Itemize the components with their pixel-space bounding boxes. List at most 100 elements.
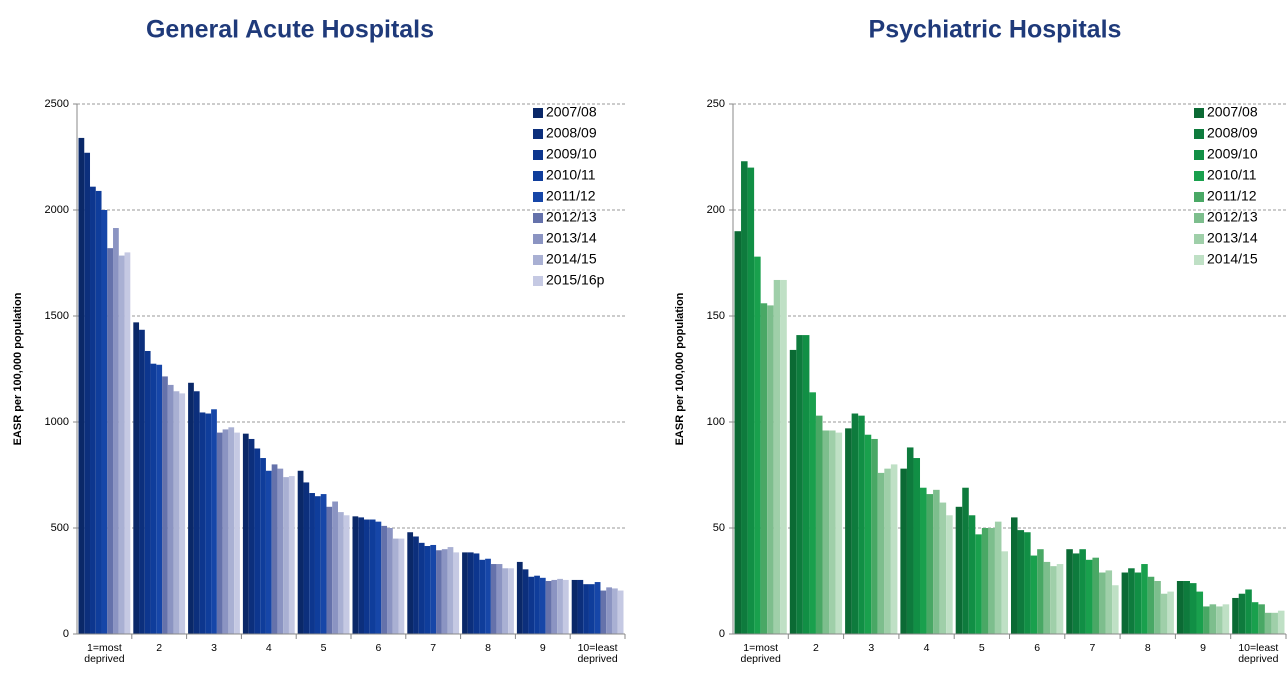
- bar: [156, 364, 163, 634]
- bar: [1105, 570, 1113, 634]
- bar: [588, 584, 595, 634]
- x-tick-label: 10=least deprived: [1238, 642, 1278, 665]
- y-tick-label: 1000: [45, 416, 69, 428]
- bar: [767, 305, 774, 634]
- legend-swatch: [1194, 255, 1204, 265]
- legend-swatch: [533, 255, 543, 265]
- bar: [447, 547, 454, 634]
- bar: [871, 438, 878, 634]
- bar: [144, 350, 151, 634]
- bar: [900, 468, 907, 634]
- bar: [1258, 604, 1265, 634]
- bar: [107, 248, 114, 634]
- bar: [1072, 553, 1080, 634]
- bar: [1001, 551, 1008, 634]
- bar: [216, 432, 223, 634]
- bar: [133, 322, 140, 634]
- chart-title: General Acute Hospitals: [146, 16, 434, 44]
- bar: [1085, 559, 1093, 634]
- bar: [124, 252, 131, 634]
- x-tick-label: 2: [156, 642, 162, 654]
- bar: [741, 161, 748, 635]
- bar: [490, 564, 497, 634]
- y-tick-label: 2500: [45, 98, 69, 110]
- bar: [1222, 604, 1230, 634]
- bar: [796, 335, 803, 634]
- bar: [352, 516, 359, 634]
- bar: [1251, 602, 1259, 634]
- bar: [248, 438, 255, 634]
- bar: [508, 568, 514, 634]
- bar: [234, 432, 240, 634]
- x-tick-label: 8: [485, 642, 491, 654]
- bar: [242, 433, 249, 634]
- bar: [1030, 555, 1038, 634]
- bar: [1216, 606, 1223, 634]
- bar: [502, 568, 509, 634]
- bar: [1112, 585, 1119, 634]
- bar: [1092, 557, 1099, 634]
- legend-label: 2007/08: [1207, 104, 1258, 120]
- x-tick-label: 7: [430, 642, 436, 654]
- legend-swatch: [533, 108, 543, 118]
- legend-label: 2009/10: [1207, 146, 1258, 162]
- bar: [1183, 581, 1190, 634]
- y-tick-label: 100: [707, 416, 725, 428]
- bar: [90, 186, 96, 634]
- bar: [1037, 549, 1044, 634]
- legend-swatch: [533, 129, 543, 139]
- legend-swatch: [533, 234, 543, 244]
- bar: [485, 558, 491, 634]
- bar: [1066, 549, 1073, 634]
- bar: [946, 515, 953, 634]
- bar: [162, 376, 168, 634]
- bar: [1043, 561, 1051, 634]
- bar: [1196, 591, 1204, 634]
- bar: [199, 412, 206, 634]
- bar: [760, 303, 768, 634]
- legend-swatch: [1194, 108, 1204, 118]
- legend-swatch: [533, 213, 543, 223]
- bar: [780, 279, 787, 634]
- bar: [516, 561, 523, 634]
- bar: [1238, 593, 1246, 634]
- bar: [835, 432, 843, 634]
- bar: [1264, 612, 1272, 634]
- legend-swatch: [1194, 234, 1204, 244]
- bar: [571, 579, 578, 634]
- bar: [1277, 610, 1285, 634]
- x-tick-label: 1=most deprived: [84, 642, 124, 665]
- y-axis-label: EASR per 100,000 population: [12, 292, 24, 445]
- bar: [337, 512, 344, 634]
- y-tick-label: 2000: [45, 204, 69, 216]
- bar: [606, 587, 612, 634]
- bar: [1011, 517, 1018, 634]
- bar: [545, 581, 552, 634]
- bar: [462, 552, 468, 634]
- bar: [906, 447, 914, 634]
- bar: [600, 590, 607, 634]
- legend-label: 2009/10: [546, 146, 597, 162]
- bar: [1141, 564, 1148, 634]
- bar: [988, 528, 995, 634]
- bar: [864, 434, 872, 634]
- bar: [1056, 564, 1064, 634]
- y-tick-label: 1500: [45, 310, 69, 322]
- bar: [398, 538, 405, 634]
- bar: [829, 430, 836, 634]
- bar: [528, 576, 535, 634]
- legend-label: 2008/09: [1207, 125, 1258, 141]
- bar: [1098, 572, 1106, 634]
- x-tick-label: 3: [868, 642, 874, 654]
- bar: [467, 552, 474, 634]
- legend-label: 2015/16p: [546, 272, 605, 288]
- bar: [577, 579, 584, 634]
- bar: [260, 458, 266, 634]
- bar: [994, 521, 1002, 634]
- bar: [430, 544, 437, 634]
- bar: [179, 393, 186, 634]
- bar: [167, 384, 174, 634]
- bar: [369, 519, 376, 634]
- bar: [84, 152, 91, 634]
